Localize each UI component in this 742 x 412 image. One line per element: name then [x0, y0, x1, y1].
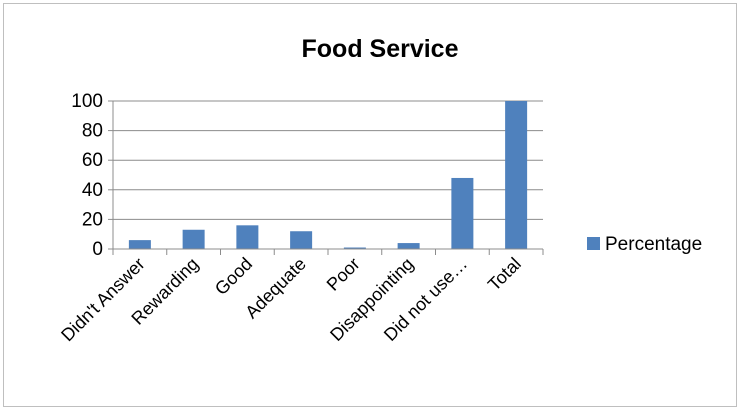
- x-tick-label: Total: [484, 254, 525, 295]
- chart-frame: [3, 3, 737, 407]
- x-tick-label: Poor: [323, 254, 364, 295]
- gridlines: [108, 100, 543, 250]
- bar: [290, 231, 313, 249]
- bars: [128, 101, 528, 249]
- legend-label: Percentage: [605, 234, 702, 255]
- bar: [236, 225, 259, 249]
- bar: [343, 247, 366, 249]
- y-tick-label: 20: [82, 209, 103, 230]
- bar: [182, 229, 205, 249]
- y-tick-label: 0: [92, 239, 103, 260]
- bar: [505, 101, 528, 249]
- x-tick-label: Didn't Answer: [57, 254, 149, 346]
- y-tick-label: 40: [82, 180, 103, 201]
- bar: [397, 243, 420, 249]
- bar: [128, 240, 151, 249]
- x-axis: [112, 101, 544, 255]
- y-tick-label: 100: [71, 91, 103, 112]
- legend: Percentage: [587, 234, 702, 255]
- x-tick-label: Good: [211, 254, 256, 299]
- chart-title: Food Service: [302, 35, 459, 63]
- legend-swatch: [587, 237, 600, 250]
- y-axis-ticks: 0 20 40 60 80 100: [71, 91, 103, 260]
- y-tick-label: 60: [82, 150, 103, 171]
- y-tick-label: 80: [82, 121, 103, 142]
- bar: [451, 177, 474, 249]
